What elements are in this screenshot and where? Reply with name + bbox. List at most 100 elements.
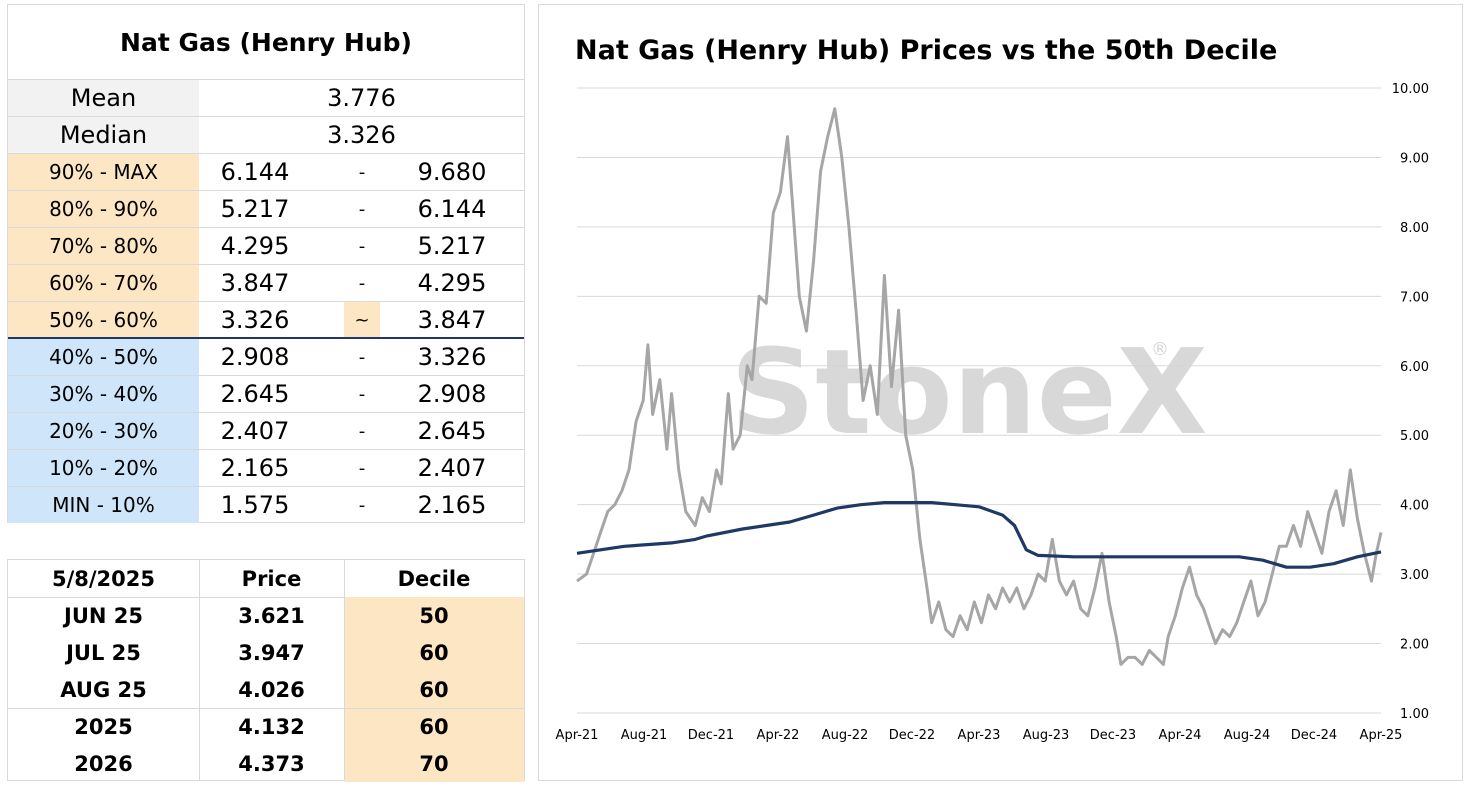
x-tick-label: Dec-24 [1291,728,1337,743]
decile-high: 2.908 [417,380,487,408]
column-rule [344,560,345,780]
chart-panel: Nat Gas (Henry Hub) Prices vs the 50th D… [538,4,1463,781]
contracts-header-cell: Price [241,566,302,591]
x-tick-label: Apr-25 [1360,728,1403,743]
price-series-line [576,107,1383,666]
decile-low: 2.908 [220,343,290,371]
decile-label: 70% - 80% [8,228,199,264]
x-tick-label: Apr-23 [958,728,1001,743]
contract-name: 2025 [74,714,133,739]
summary-table: Nat Gas (Henry Hub) Mean 3.776 Median 3.326… [7,4,525,523]
watermark: StoneX [730,323,1207,461]
contract-price: 4.132 [238,714,305,739]
chart-title: Nat Gas (Henry Hub) Prices vs the 50th D… [575,35,1278,66]
decile-label: 80% - 90% [8,191,199,227]
decile-row: 50% - 60% 3.326 ~3.847 [8,301,524,339]
decile-label: 60% - 70% [8,265,199,301]
y-tick-label: 8.00 [1400,221,1429,236]
contract-row: 2025 4.132 60 [8,708,524,745]
decile-separator: - [358,235,366,257]
decile-low: 3.326 [220,306,290,334]
contract-price: 4.373 [238,751,305,776]
decile-row: 20% - 30% 2.407 - 2.645 [8,412,524,450]
x-tick-label: Apr-21 [556,728,599,743]
column-rule [199,560,200,780]
decile-low: 2.407 [220,417,290,445]
decile-separator: - [358,272,366,294]
stat-value: 3.326 [327,121,396,149]
contract-price: 3.947 [238,640,305,665]
decile-high: 3.847 [417,306,487,334]
contracts-header-row: 5/8/2025 Price Decile [8,560,524,597]
decile-separator: - [358,346,366,368]
decile-row: MIN - 10% 1.575 - 2.165 [8,486,524,524]
contract-price: 3.621 [238,603,305,628]
decile-high: 4.295 [417,269,487,297]
decile-row: 60% - 70% 3.847 - 4.295 [8,264,524,302]
decile-high: 6.144 [417,195,487,223]
decile-label: MIN - 10% [8,487,199,523]
contract-row: AUG 25 4.026 60 [8,671,524,708]
decile-high: 5.217 [417,232,487,260]
decile-separator: - [358,161,366,183]
decile-row: 70% - 80% 4.295 - 5.217 [8,227,524,265]
decile-separator: - [358,198,366,220]
contract-row: JUL 25 3.947 60 [8,634,524,671]
x-tick-label: Aug-21 [621,728,668,743]
contracts-table: 5/8/2025 Price Decile JUN 25 3.621 50 JUL 25 3.… [7,559,525,782]
decile-row: 30% - 40% 2.645 - 2.908 [8,375,524,413]
decile-low: 3.847 [220,269,290,297]
decile-row: 80% - 90% 5.217 - 6.144 [8,190,524,228]
decile-label: 30% - 40% [8,376,199,412]
decile-low: 2.165 [220,454,290,482]
decile-row: 10% - 20% 2.165 - 2.407 [8,449,524,487]
y-tick-label: 7.00 [1400,290,1429,305]
decile-label: 20% - 30% [8,413,199,449]
decile-label: 10% - 20% [8,450,199,486]
contract-row: JUN 25 3.621 50 [8,597,524,634]
x-tick-label: Dec-23 [1090,728,1136,743]
decile-high: 2.407 [417,454,487,482]
stat-row-mean: Mean 3.776 [8,79,524,117]
decile-separator: - [358,420,366,442]
decile-low: 5.217 [220,195,290,223]
contract-decile: 60 [344,671,524,708]
contract-row: 2026 4.373 70 [8,745,524,782]
contracts-header-cell: Decile [397,566,471,591]
contract-name: AUG 25 [60,677,147,702]
median-divider [8,337,524,339]
contract-name: 2026 [74,751,133,776]
decile-separator: - [358,383,366,405]
x-tick-label: Apr-22 [757,728,800,743]
contracts-header-cell: 5/8/2025 [51,566,155,591]
watermark-registered: ® [1151,339,1169,360]
contract-decile: 70 [344,745,524,782]
stat-row-median: Median 3.326 [8,116,524,154]
price-chart: 1.00 2.00 3.00 4.00 5.00 6.00 7.00 8.00 9.00 10.0… [556,82,1429,743]
x-tick-label: Aug-23 [1023,728,1070,743]
x-tick-label: Dec-22 [889,728,935,743]
x-tick-label: Dec-21 [688,728,734,743]
decile-row: 90% - MAX 6.144 - 9.680 [8,153,524,191]
y-tick-label: 3.00 [1400,568,1429,583]
decile-series-line [576,501,1382,569]
y-tick-label: 10.00 [1392,82,1429,97]
x-tick-label: Aug-22 [822,728,869,743]
decile-separator: ~ [344,302,380,338]
decile-row: 40% - 50% 2.908 - 3.326 [8,338,524,376]
decile-label: 50% - 60% [8,302,199,338]
stat-label: Mean [8,80,199,116]
decile-low: 6.144 [220,158,290,186]
y-tick-label: 5.00 [1400,429,1429,444]
y-tick-label: 6.00 [1400,360,1429,375]
header-rule [8,597,524,598]
summary-title: Nat Gas (Henry Hub) [120,27,412,57]
decile-high: 2.165 [417,491,487,519]
decile-label: 90% - MAX [8,154,199,190]
decile-label: 40% - 50% [8,339,199,375]
y-tick-label: 2.00 [1400,638,1429,653]
contract-decile: 60 [344,708,524,745]
x-tick-label: Apr-24 [1159,728,1202,743]
contract-decile: 50 [344,597,524,634]
y-tick-label: 1.00 [1400,707,1429,722]
